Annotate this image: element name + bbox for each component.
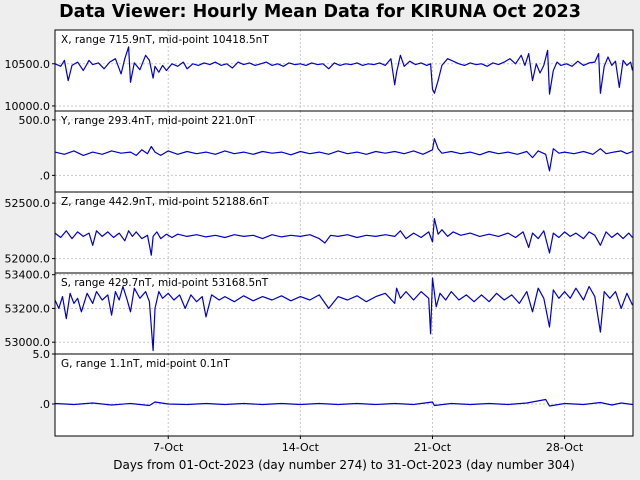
panel-g-background xyxy=(55,354,633,436)
panel-z-ytick-label: 52000.0 xyxy=(5,253,51,266)
panel-x-label: X, range 715.9nT, mid-point 10418.5nT xyxy=(61,34,269,46)
panel-s-background xyxy=(55,273,633,354)
panel-z-background xyxy=(55,192,633,273)
series-s-line xyxy=(54,277,634,352)
chart-title: Data Viewer: Hourly Mean Data for KIRUNA… xyxy=(59,2,581,22)
panel-s-ytick-label: 53000.0 xyxy=(5,336,51,349)
panel-g-border xyxy=(54,353,634,437)
panel-g-ytick-label: .0 xyxy=(40,398,51,411)
x-tick-label: 7-Oct xyxy=(153,441,184,454)
series-y-line xyxy=(54,138,633,172)
series-g-line xyxy=(54,398,633,407)
panel-y-ytick-label: 500.0 xyxy=(19,114,51,127)
x-axis-caption: Days from 01-Oct-2023 (day number 274) t… xyxy=(113,458,575,472)
panel-g-ytick-label: 5.0 xyxy=(33,348,51,361)
panel-y-background xyxy=(55,111,633,192)
panel-s-label: S, range 429.7nT, mid-point 53168.5nT xyxy=(61,277,269,289)
panel-x-ytick-label: 10000.0 xyxy=(5,100,51,113)
panel-s-ytick-label: 53400.0 xyxy=(5,269,51,282)
series-x-line xyxy=(54,46,634,95)
x-tick-label: 28-Oct xyxy=(546,441,584,454)
panel-z-ytick-label: 52500.0 xyxy=(5,197,51,210)
panel-y-label: Y, range 293.4nT, mid-point 221.0nT xyxy=(60,115,255,127)
panel-z-label: Z, range 442.9nT, mid-point 52188.6nT xyxy=(61,196,269,208)
x-tick-label: 14-Oct xyxy=(282,441,320,454)
panel-y-ytick-label: .0 xyxy=(40,169,51,182)
series-z-line xyxy=(54,218,633,256)
panel-g-label: G, range 1.1nT, mid-point 0.1nT xyxy=(61,358,230,370)
x-tick-label: 21-Oct xyxy=(414,441,452,454)
panel-x-ytick-label: 10500.0 xyxy=(5,58,51,71)
panel-s-ytick-label: 53200.0 xyxy=(5,302,51,315)
